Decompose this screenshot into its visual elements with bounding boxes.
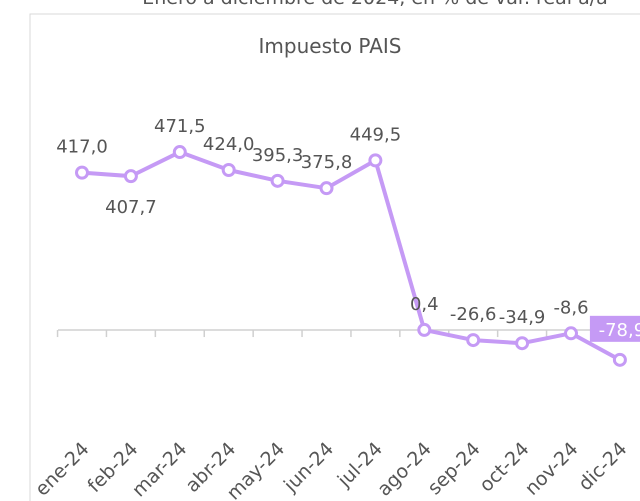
data-point xyxy=(515,336,530,351)
x-tick-label: jun-24 xyxy=(279,438,338,497)
data-label: 407,7 xyxy=(105,197,157,218)
data-label-box xyxy=(589,315,640,342)
data-label: 375,8 xyxy=(301,152,353,173)
data-point xyxy=(368,153,383,168)
data-point xyxy=(564,326,578,341)
data-label: 424,0 xyxy=(203,134,255,155)
data-label: -26,6 xyxy=(450,304,497,325)
data-point xyxy=(270,173,285,188)
data-point xyxy=(612,352,627,367)
data-point xyxy=(221,162,236,177)
data-label: 449,5 xyxy=(350,124,402,145)
data-label: -34,9 xyxy=(499,307,546,328)
line-series xyxy=(81,150,621,362)
data-point xyxy=(172,145,187,160)
x-tick-label: nov-24 xyxy=(521,438,583,500)
data-point xyxy=(75,165,89,180)
chart-subtitle: Enero a diciembre de 2024, en % de var. … xyxy=(142,0,608,9)
x-tick-label: ago-24 xyxy=(373,438,436,501)
data-label: 417,0 xyxy=(56,137,108,158)
data-label: -8,6 xyxy=(553,297,588,318)
x-tick-label: dic-24 xyxy=(574,438,631,495)
data-point xyxy=(123,169,138,184)
x-tick-label: ene-24 xyxy=(31,438,94,501)
data-label: 471,5 xyxy=(154,116,206,137)
chart-title: Impuesto PAIS xyxy=(259,34,402,58)
x-tick-label: sep-24 xyxy=(423,438,484,499)
data-point xyxy=(466,333,481,348)
x-tick-label: mar-24 xyxy=(128,438,191,501)
data-point xyxy=(319,181,334,196)
data-point xyxy=(417,322,432,337)
chart-border xyxy=(29,13,640,501)
data-label: 0,4 xyxy=(410,294,439,315)
data-label: -78,9 xyxy=(599,320,640,341)
data-label: 395,3 xyxy=(252,145,304,166)
